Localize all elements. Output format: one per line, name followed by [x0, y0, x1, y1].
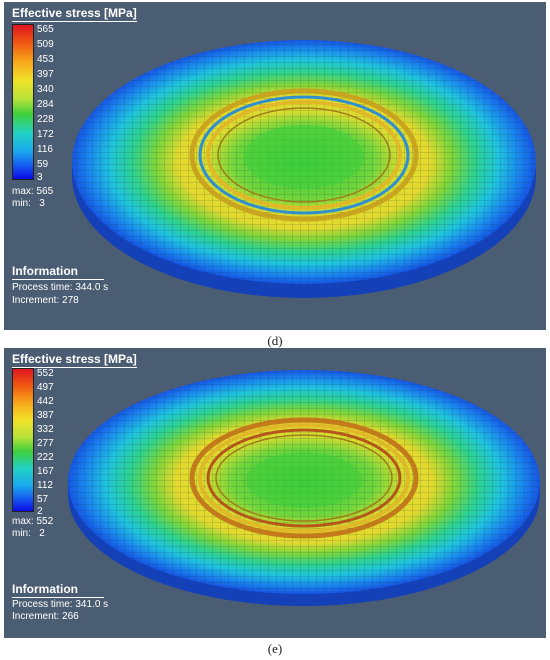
- increment: Increment: 266: [12, 611, 79, 622]
- tick-label: 387: [37, 410, 54, 421]
- tick-label: 397: [37, 69, 54, 80]
- max-readout: max: 565: [12, 186, 53, 198]
- max-label: max:: [12, 516, 34, 527]
- legend-title: Effective stress [MPa]: [12, 6, 137, 22]
- min-value: 3: [39, 198, 45, 209]
- tick-label: 172: [37, 129, 54, 140]
- tick-label: 228: [37, 114, 54, 125]
- tick-label: 284: [37, 99, 54, 110]
- tick-label: 222: [37, 452, 54, 463]
- process-time: Process time: 341.0 s: [12, 599, 109, 610]
- tick-label: 453: [37, 54, 54, 65]
- max-label: max:: [12, 186, 34, 197]
- tick-label: 3: [37, 172, 43, 183]
- stress-disc-render-d: [72, 40, 536, 298]
- tick-label: 167: [37, 466, 54, 477]
- max-value: 552: [36, 516, 54, 527]
- tick-label: 340: [37, 84, 54, 95]
- info-title: Information: [12, 582, 104, 598]
- tick-label: 552: [37, 368, 54, 379]
- min-label: min:: [12, 528, 31, 539]
- min-label: min:: [12, 198, 31, 209]
- info-title: Information: [12, 264, 104, 280]
- legend-title: Effective stress [MPa]: [12, 352, 137, 368]
- tick-label: 442: [37, 396, 54, 407]
- tick-label: 2: [37, 506, 43, 517]
- increment: Increment: 278: [12, 295, 79, 306]
- tick-label: 57: [37, 494, 49, 505]
- simulation-panel-e: Effective stress [MPa] 552 497 442 387 3…: [4, 348, 546, 638]
- caption-e: (e): [267, 641, 283, 656]
- simulation-panel-d: Effective stress [MPa] 565 509 453 397 3…: [4, 2, 546, 330]
- stress-colorbar: [12, 368, 34, 512]
- min-readout: min: 3: [12, 198, 45, 210]
- process-time: Process time: 344.0 s: [12, 282, 109, 293]
- tick-label: 112: [37, 480, 53, 491]
- tick-label: 116: [37, 144, 53, 155]
- min-value: 2: [39, 528, 45, 539]
- min-readout: min: 2: [12, 528, 45, 540]
- tick-label: 277: [37, 438, 54, 449]
- tick-label: 497: [37, 382, 54, 393]
- tick-label: 509: [37, 39, 54, 50]
- tick-label: 332: [37, 424, 54, 435]
- stress-disc-render-e: [68, 370, 540, 606]
- stress-colorbar: [12, 24, 34, 180]
- tick-label: 565: [37, 24, 54, 35]
- max-value: 565: [36, 186, 54, 197]
- max-readout: max: 552: [12, 516, 53, 528]
- caption-d: (d): [267, 333, 283, 348]
- tick-label: 59: [37, 159, 49, 170]
